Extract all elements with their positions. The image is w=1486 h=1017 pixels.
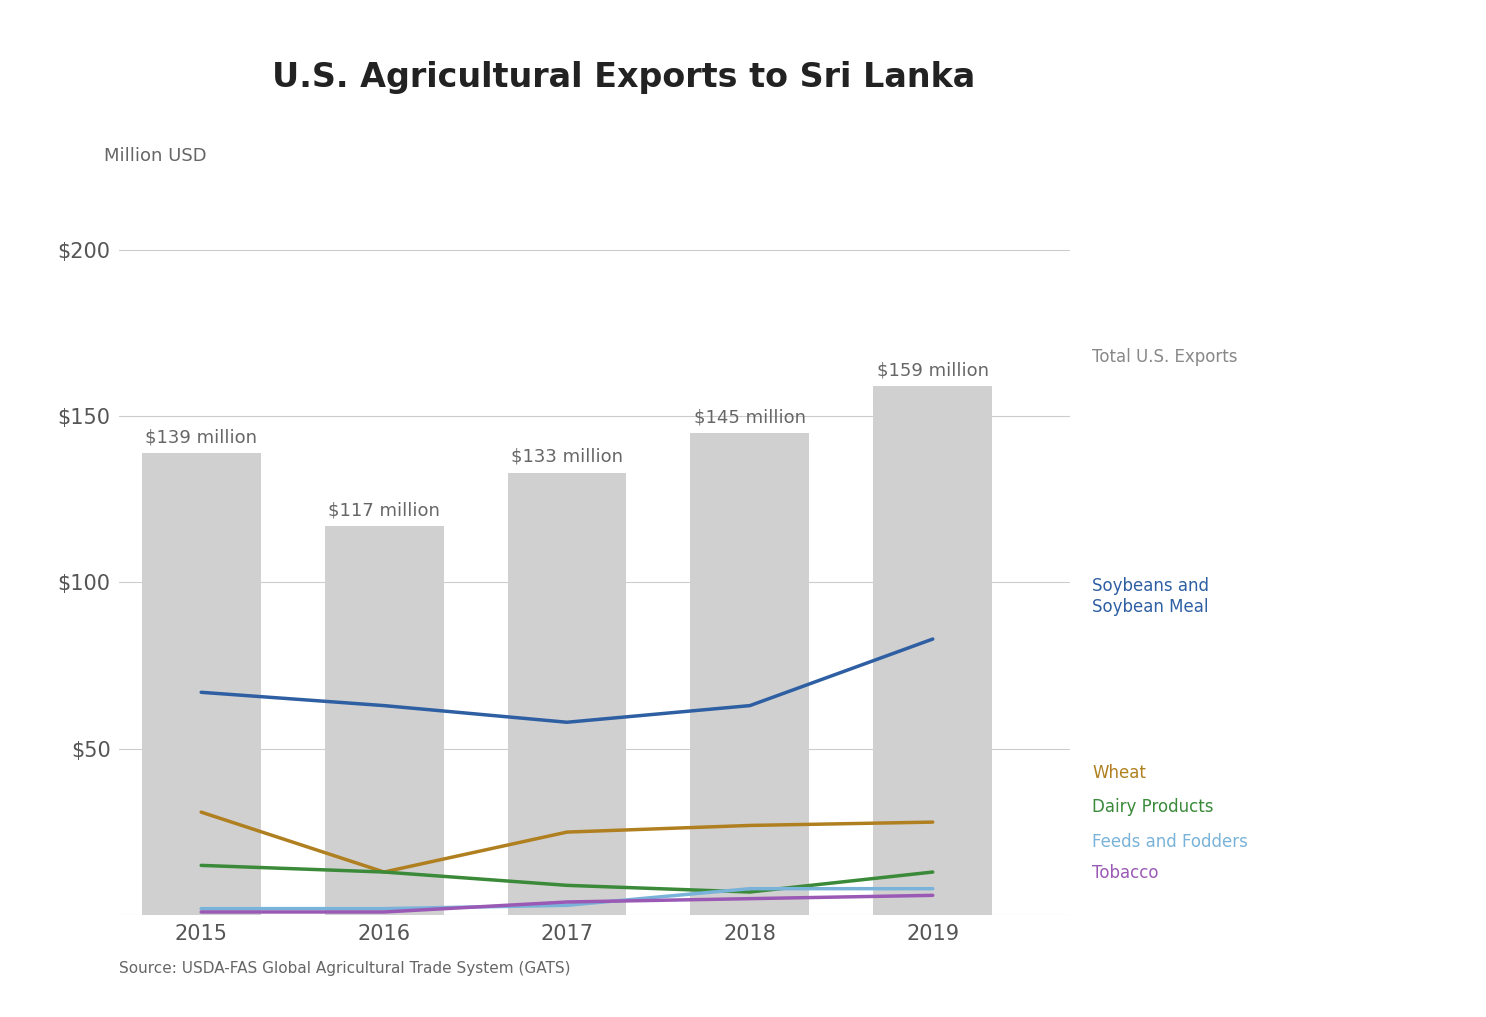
Bar bbox=[691, 432, 810, 915]
Text: U.S. Agricultural Exports to Sri Lanka: U.S. Agricultural Exports to Sri Lanka bbox=[272, 61, 976, 94]
Bar bbox=[874, 386, 993, 915]
Text: Dairy Products: Dairy Products bbox=[1092, 798, 1214, 816]
Text: Tobacco: Tobacco bbox=[1092, 863, 1159, 882]
Text: $117 million: $117 million bbox=[328, 501, 440, 520]
Text: $145 million: $145 million bbox=[694, 408, 805, 426]
Text: $139 million: $139 million bbox=[146, 428, 257, 446]
Text: $133 million: $133 million bbox=[511, 447, 623, 466]
Text: Million USD: Million USD bbox=[104, 147, 207, 166]
Text: Feeds and Fodders: Feeds and Fodders bbox=[1092, 833, 1248, 851]
Text: Source: USDA-FAS Global Agricultural Trade System (GATS): Source: USDA-FAS Global Agricultural Tra… bbox=[119, 961, 571, 976]
Text: Wheat: Wheat bbox=[1092, 764, 1146, 781]
Text: Soybeans and
Soybean Meal: Soybeans and Soybean Meal bbox=[1092, 578, 1210, 616]
Bar bbox=[324, 526, 443, 915]
Text: $159 million: $159 million bbox=[877, 361, 990, 379]
Bar bbox=[141, 453, 260, 915]
Bar bbox=[508, 473, 627, 915]
Text: Total U.S. Exports: Total U.S. Exports bbox=[1092, 348, 1238, 366]
